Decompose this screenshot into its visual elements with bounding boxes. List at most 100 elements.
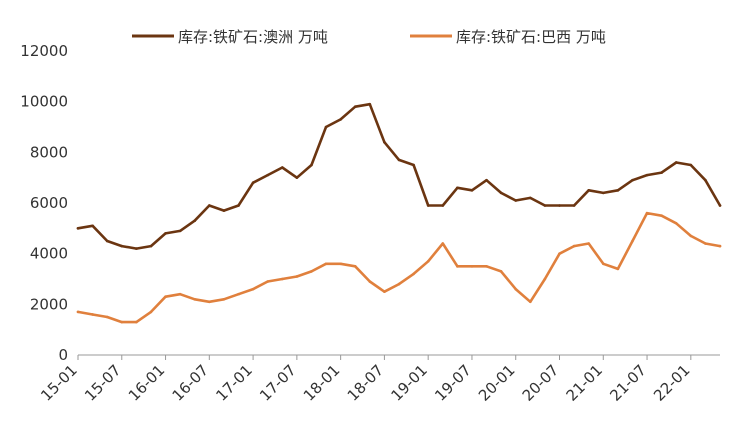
data-point <box>105 315 109 319</box>
data-point <box>514 287 518 291</box>
data-point <box>237 204 240 207</box>
data-point <box>266 173 269 177</box>
data-point <box>178 229 182 233</box>
data-point <box>572 244 576 248</box>
series-line-0 <box>76 102 722 250</box>
data-point <box>631 239 634 243</box>
data-point <box>704 178 707 182</box>
data-point <box>674 161 678 164</box>
data-point <box>135 247 138 250</box>
data-point <box>368 102 372 106</box>
data-point <box>251 287 255 291</box>
x-tick-label: 21-01 <box>563 361 607 405</box>
data-point <box>412 163 415 167</box>
data-point <box>470 265 474 268</box>
chart-legend: 库存:铁矿石:澳洲 万吨 库存:铁矿石:巴西 万吨 <box>132 28 606 46</box>
data-point <box>456 186 459 190</box>
data-point <box>208 300 211 304</box>
data-point <box>543 277 547 281</box>
data-point <box>368 280 372 283</box>
data-point <box>339 118 342 121</box>
data-point <box>616 267 620 271</box>
data-point <box>208 204 211 207</box>
data-point <box>529 300 532 304</box>
data-point <box>441 204 445 207</box>
data-point <box>485 178 488 182</box>
data-point <box>631 178 634 182</box>
y-tick-label: 12000 <box>20 42 68 60</box>
data-point <box>76 310 80 314</box>
data-point <box>499 191 503 195</box>
data-point <box>266 280 269 283</box>
data-point <box>660 171 663 174</box>
data-point <box>704 242 707 245</box>
data-point <box>412 272 415 276</box>
data-point <box>441 242 445 245</box>
data-point <box>222 297 226 301</box>
data-point <box>426 259 430 263</box>
data-point <box>470 189 474 192</box>
data-point <box>295 176 299 179</box>
data-point <box>251 181 255 185</box>
x-tick-label: 18-07 <box>344 361 388 405</box>
x-tick-label: 18-01 <box>300 361 344 405</box>
x-tick-label: 16-07 <box>169 361 213 405</box>
data-point <box>120 320 124 324</box>
y-axis: 0 2000 4000 6000 8000 10000 12000 <box>20 42 68 364</box>
data-point <box>456 265 459 268</box>
data-point <box>499 270 503 273</box>
x-tick-label: 21-07 <box>606 361 650 405</box>
data-point <box>164 295 167 299</box>
x-tick-label: 19-07 <box>431 361 475 405</box>
x-tick-label: 20-07 <box>519 361 563 405</box>
data-point <box>543 204 547 207</box>
data-point <box>120 244 124 248</box>
x-tick-label: 16-01 <box>125 361 169 405</box>
series-line-1 <box>76 211 722 324</box>
data-point <box>149 244 153 248</box>
legend-label-brazil: 库存:铁矿石:巴西 万吨 <box>456 28 606 46</box>
data-point <box>558 204 561 207</box>
data-point <box>135 320 138 324</box>
y-tick-label: 4000 <box>30 245 68 263</box>
data-point <box>616 189 620 192</box>
data-point <box>193 219 197 223</box>
data-point <box>76 227 80 230</box>
x-axis: 15-01 15-07 16-01 16-07 17-01 17-07 18-01 18-07… <box>37 354 720 405</box>
data-point <box>193 297 197 301</box>
data-point <box>587 242 590 245</box>
data-point <box>572 204 576 207</box>
data-point <box>660 214 663 217</box>
data-point <box>91 224 94 228</box>
legend-label-australia: 库存:铁矿石:澳洲 万吨 <box>178 28 328 46</box>
data-point <box>383 140 386 144</box>
data-point <box>587 189 590 192</box>
data-point <box>105 239 109 243</box>
data-point <box>178 292 182 296</box>
y-tick-label: 8000 <box>30 143 68 161</box>
x-tick-label: 20-01 <box>475 361 519 405</box>
y-tick-label: 2000 <box>30 295 68 313</box>
data-point <box>397 158 401 162</box>
data-point <box>324 125 328 129</box>
data-point <box>339 262 342 266</box>
data-point <box>280 277 284 281</box>
x-tick-label: 17-01 <box>212 361 256 405</box>
y-tick-label: 0 <box>58 346 68 364</box>
data-point <box>310 270 313 273</box>
x-tick-label: 15-01 <box>37 361 81 405</box>
data-point <box>645 173 649 177</box>
y-tick-label: 10000 <box>20 93 68 111</box>
data-point <box>601 262 605 266</box>
data-point <box>397 282 401 286</box>
data-point <box>222 209 226 212</box>
data-point <box>164 232 167 235</box>
data-point <box>237 292 240 296</box>
data-point <box>280 166 284 169</box>
x-tick-label: 19-01 <box>387 361 431 405</box>
x-tick-label: 15-07 <box>81 361 125 405</box>
data-point <box>426 204 430 207</box>
data-point <box>674 221 678 225</box>
data-point <box>689 234 693 238</box>
